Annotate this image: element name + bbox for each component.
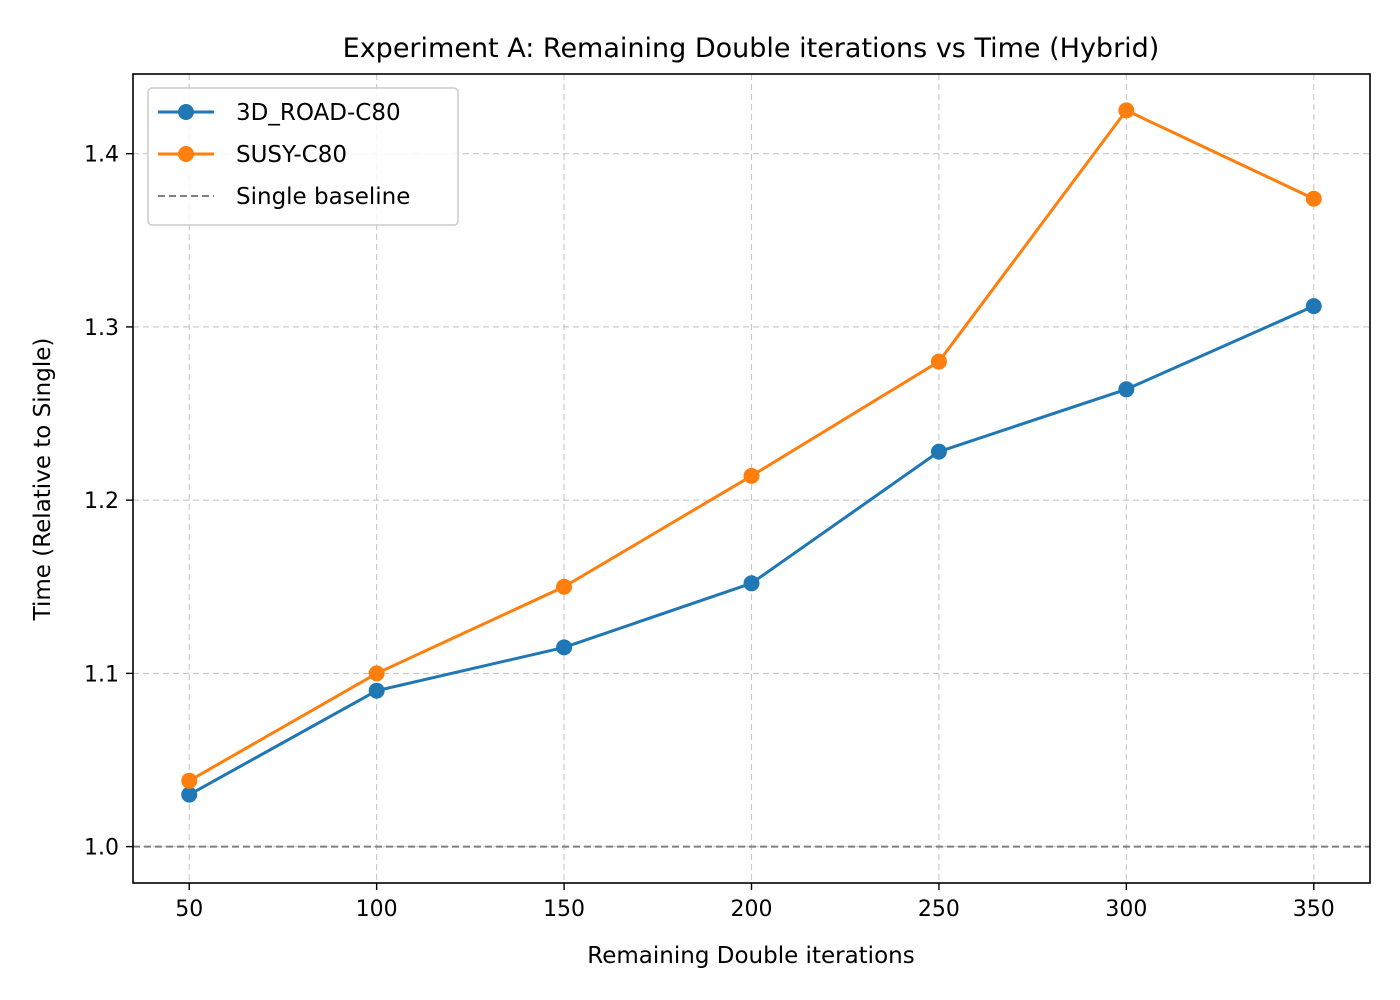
x-tick-label: 50 (175, 897, 203, 922)
data-point (743, 575, 760, 592)
series-layer (181, 102, 1322, 803)
y-tick-label: 1.2 (84, 489, 119, 514)
legend-box (147, 87, 459, 226)
y-axis-label: Time (Relative to Single) (30, 338, 56, 622)
data-point (930, 353, 947, 370)
data-point (930, 443, 947, 460)
legend-label: SUSY-C80 (236, 142, 347, 168)
data-point (368, 665, 385, 682)
data-point (181, 772, 198, 789)
legend-label: Single baseline (236, 184, 410, 210)
data-point (1305, 298, 1322, 315)
x-tick-label: 250 (918, 897, 960, 922)
y-axis-ticks: 1.0 1.1 1.2 1.3 1.4 (84, 143, 133, 861)
x-tick-label: 350 (1293, 897, 1335, 922)
data-point (556, 639, 573, 656)
data-point (1305, 190, 1322, 207)
grid (133, 74, 1370, 883)
legend-label: 3D_ROAD-C80 (236, 100, 401, 126)
x-tick-label: 300 (1105, 897, 1147, 922)
x-axis-ticks: 50 100 150 200 250 300 350 (175, 883, 1335, 922)
data-point (556, 578, 573, 595)
y-tick-label: 1.3 (84, 316, 119, 341)
legend: 3D_ROAD-C80 SUSY-C80 Single baseline (147, 87, 459, 226)
series-SUSY-C80 (181, 102, 1322, 789)
data-point (181, 786, 198, 803)
x-tick-label: 200 (731, 897, 773, 922)
data-point (368, 682, 385, 699)
y-tick-label: 1.0 (84, 836, 119, 861)
y-tick-label: 1.4 (84, 143, 119, 168)
legend-marker (178, 146, 194, 162)
chart-title: Experiment A: Remaining Double iteration… (343, 33, 1160, 64)
data-point (1118, 381, 1135, 398)
data-point (1118, 102, 1135, 119)
series-3D_ROAD-C80 (181, 298, 1322, 803)
x-tick-label: 150 (543, 897, 585, 922)
data-point (743, 467, 760, 484)
x-tick-label: 100 (356, 897, 398, 922)
y-tick-label: 1.1 (84, 662, 119, 687)
legend-marker (178, 104, 194, 120)
x-axis-label: Remaining Double iterations (587, 943, 914, 969)
